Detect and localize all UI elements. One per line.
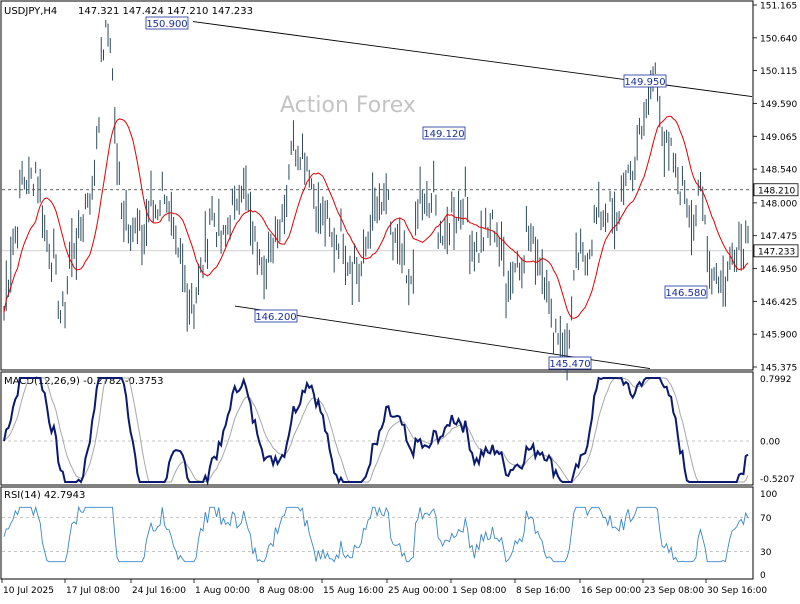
rsi-tick-label: 0 <box>760 571 766 581</box>
price-panel-frame <box>0 0 754 371</box>
current-price-tag: 147.233 <box>758 247 795 257</box>
macd-tick-label: 0.00 <box>760 437 780 447</box>
watermark: Action Forex <box>280 93 416 118</box>
price-tick-label: 148.000 <box>760 199 797 209</box>
time-tick-label: 17 Jul 08:00 <box>66 586 120 596</box>
symbol-label: USDJPY,H4 <box>4 6 57 17</box>
ma-line <box>3 115 749 319</box>
swing-label-text: 145.470 <box>549 359 590 370</box>
rsi-tick-label: 70 <box>760 514 772 524</box>
rsi-title: RSI(14) 42.7943 <box>4 490 85 501</box>
price-tick-label: 147.475 <box>760 232 797 242</box>
time-tick-label: 15 Aug 16:00 <box>323 586 384 596</box>
price-bars <box>3 19 749 381</box>
price-tick-label: 145.900 <box>760 331 797 341</box>
price-tick-label: 149.065 <box>760 133 797 143</box>
rsi-panel-frame <box>0 486 754 580</box>
price-tick-label: 151.165 <box>760 2 797 12</box>
rsi-line <box>3 505 749 563</box>
swing-label-text: 149.950 <box>624 77 665 88</box>
swing-label: 149.120 <box>422 126 466 140</box>
time-tick-label: 30 Sep 16:00 <box>707 586 767 596</box>
swing-label-box <box>548 356 592 370</box>
swing-label: 145.470 <box>548 356 592 370</box>
time-tick-label: 1 Sep 08:00 <box>452 586 507 596</box>
swing-label-text: 150.900 <box>146 19 187 30</box>
channel-upper-line <box>192 21 753 98</box>
current-price-tag-box <box>753 244 799 258</box>
time-tick-label: 23 Sep 08:00 <box>644 586 704 596</box>
macd-panel-frame <box>0 371 754 486</box>
macd-tick-label: 0.7992 <box>760 375 792 385</box>
swing-label: 146.580 <box>664 285 708 299</box>
swing-label: 149.950 <box>623 74 667 88</box>
swing-label-text: 149.120 <box>423 129 464 140</box>
price-tick-label: 145.375 <box>760 364 797 374</box>
swing-labels: 150.900 146.200 149.120 145.470 149.950 146.5… <box>145 16 708 370</box>
price-tick-label: 146.950 <box>760 265 797 275</box>
swing-label-box <box>254 309 298 323</box>
macd-line <box>3 376 749 486</box>
time-tick-label: 25 Aug 00:00 <box>388 586 449 596</box>
price-tick-label: 146.425 <box>760 298 797 308</box>
swing-label-text: 146.200 <box>255 312 296 323</box>
rsi-line <box>3 505 749 563</box>
macd-title: MACD(12,26,9) -0.2782 -0.3753 <box>4 376 164 387</box>
swing-label: 150.900 <box>145 16 189 30</box>
rsi-tick-label: 30 <box>760 548 772 558</box>
price-tick-label: 149.590 <box>760 100 797 110</box>
swing-label-box <box>145 16 189 30</box>
price-tick-label: 150.640 <box>760 34 797 44</box>
rsi-tick-label: 100 <box>760 490 777 500</box>
time-tick-label: 8 Aug 08:00 <box>259 586 314 596</box>
time-tick-label: 16 Sep 00:00 <box>581 586 641 596</box>
grid-lines <box>2 189 752 552</box>
time-tick-label: 10 Jul 2025 <box>3 586 54 596</box>
swing-label-text: 146.580 <box>665 288 706 299</box>
chart-header: USDJPY,H4 147.321 147.424 147.210 147.23… <box>4 6 253 17</box>
ref-price-tag: 148.210 <box>758 186 795 196</box>
swing-label-box <box>422 126 466 140</box>
swing-label: 146.200 <box>254 309 298 323</box>
time-tick-label: 1 Aug 00:00 <box>195 586 250 596</box>
price-tick-label: 148.540 <box>760 166 797 176</box>
ohlc-readout: 147.321 147.424 147.210 147.233 <box>78 6 253 17</box>
time-tick-label: 8 Sep 16:00 <box>516 586 571 596</box>
macd-signal-line <box>3 377 749 483</box>
moving-average <box>3 115 749 319</box>
price-tick-label: 150.115 <box>760 67 797 77</box>
macd-tick-label: -0.5207 <box>760 475 795 485</box>
ref-price-tag-box <box>753 183 799 197</box>
swing-label-box <box>664 285 708 299</box>
time-tick-label: 24 Jul 16:00 <box>132 586 186 596</box>
swing-label-box <box>623 74 667 88</box>
macd-lines <box>3 376 749 486</box>
